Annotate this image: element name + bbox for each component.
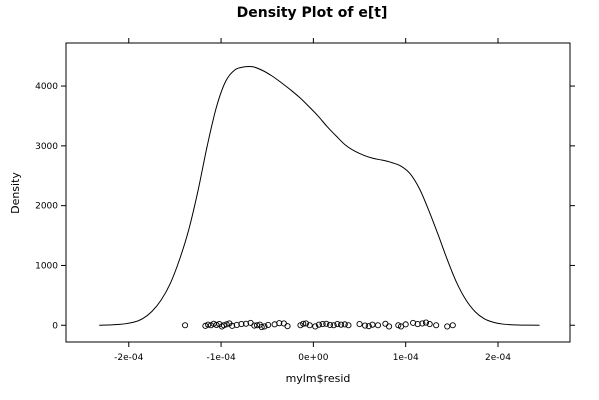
y-tick-label: 2000 xyxy=(35,202,58,212)
x-tick-label: 0e+00 xyxy=(298,353,329,363)
rug-point xyxy=(382,320,389,327)
y-tick-label: 4000 xyxy=(35,82,58,92)
rug-point xyxy=(233,321,240,329)
rug-point xyxy=(238,321,245,328)
plot-frame xyxy=(65,42,571,343)
x-axis: -2e-04 -1e-04 0e+00 1e-04 2e-04 xyxy=(114,38,511,363)
rug-point xyxy=(444,323,451,330)
rug-point xyxy=(414,321,421,328)
rug-point xyxy=(338,321,345,328)
rug-point xyxy=(220,322,227,329)
x-tick-label: -1e-04 xyxy=(206,353,235,363)
x-tick-label: 1e-04 xyxy=(393,353,419,363)
x-tick-label: 2e-04 xyxy=(485,353,511,363)
rug-point xyxy=(319,321,326,328)
y-tick-label: 1000 xyxy=(35,261,58,271)
rug-point xyxy=(261,323,268,330)
rug-point xyxy=(419,320,426,327)
rug-point xyxy=(345,322,352,329)
rug-point xyxy=(402,321,409,328)
rug-point xyxy=(374,322,382,329)
rug-point xyxy=(300,320,307,327)
rug-point xyxy=(213,321,220,329)
x-axis-label: mylm$resid xyxy=(286,372,351,385)
rug-point xyxy=(258,323,265,331)
rug-point xyxy=(251,322,258,329)
rug-point xyxy=(362,322,369,329)
rug-point xyxy=(205,321,212,328)
rug-points xyxy=(182,319,456,331)
rug-point xyxy=(182,322,189,329)
rug-point xyxy=(395,322,402,329)
rug-point xyxy=(323,320,330,327)
rug-point xyxy=(223,321,230,328)
rug-point xyxy=(306,322,313,329)
rug-point xyxy=(341,321,348,328)
x-tick-label: -2e-04 xyxy=(114,353,143,363)
y-tick-label: 0 xyxy=(52,321,58,331)
y-axis-label: Density xyxy=(9,172,22,214)
rug-point xyxy=(302,320,310,327)
chart-title: Density Plot of e[t] xyxy=(237,5,388,21)
rug-point xyxy=(330,322,337,329)
rug-point xyxy=(449,322,456,329)
rug-point xyxy=(356,321,363,328)
rug-point xyxy=(365,323,372,330)
y-tick-label: 3000 xyxy=(35,142,58,152)
rug-point xyxy=(326,321,334,329)
rug-point xyxy=(265,321,272,329)
density-curve xyxy=(99,66,540,326)
rug-point xyxy=(315,321,322,328)
rug-point xyxy=(312,323,319,330)
y-axis: 0 1000 2000 3000 4000 xyxy=(35,82,575,331)
rug-point xyxy=(433,322,440,329)
rug-point xyxy=(386,323,393,330)
rug-point xyxy=(422,319,430,326)
rug-point xyxy=(229,322,236,329)
rug-point xyxy=(284,323,291,330)
rug-point xyxy=(426,321,433,328)
rug-point xyxy=(242,320,250,327)
rug-point xyxy=(334,321,341,328)
rug-point xyxy=(276,320,283,327)
